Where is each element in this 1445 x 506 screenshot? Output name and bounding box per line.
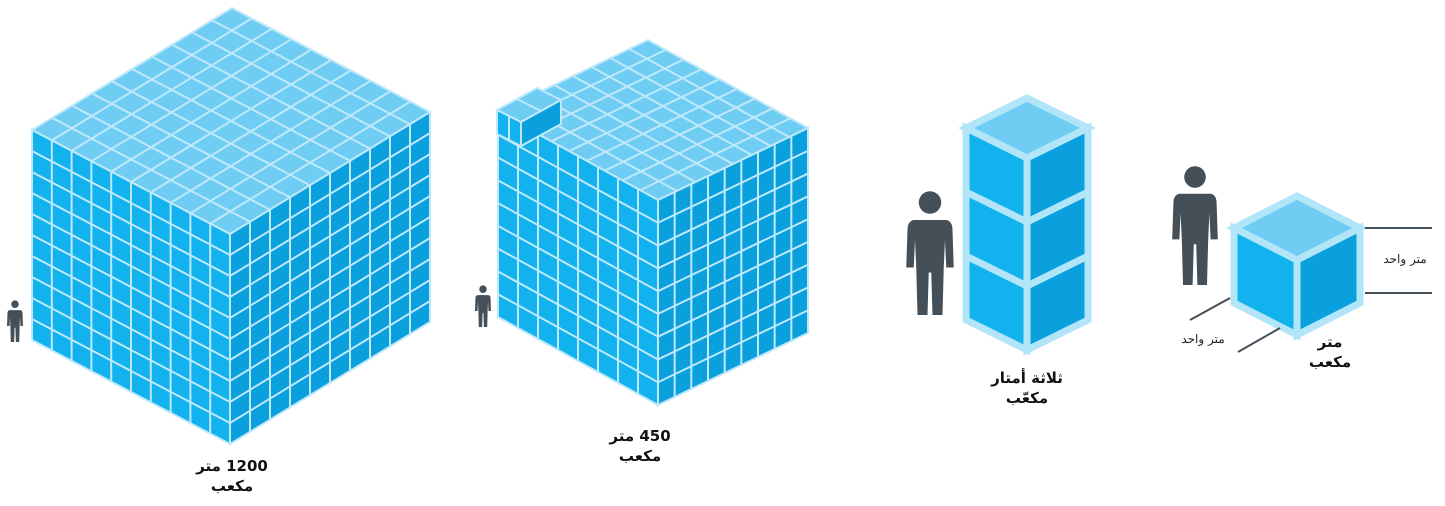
- grid-line: [229, 258, 431, 382]
- label: ثلاثة أمتار مكعّب: [927, 368, 1127, 408]
- cube-right: [520, 98, 562, 148]
- dimension-line: [1237, 327, 1281, 353]
- grid-line: [497, 156, 659, 247]
- grid-line: [90, 38, 292, 163]
- grid-line: [657, 309, 809, 384]
- grid-line: [229, 300, 431, 424]
- grid-line: [229, 132, 431, 256]
- grid-line: [497, 247, 659, 338]
- grid-line: [497, 179, 659, 270]
- grid-line: [189, 90, 391, 215]
- dimension-line: [1189, 297, 1231, 321]
- dimension-label: متر واحد: [1383, 252, 1427, 266]
- grid-line: [628, 48, 790, 138]
- grid-line: [31, 213, 231, 319]
- cube-right: [1023, 122, 1092, 356]
- grid-line: [110, 48, 312, 173]
- grid-line: [229, 237, 431, 361]
- grid-line: [31, 297, 231, 403]
- grid-line: [51, 17, 253, 142]
- dimension-label: متر واحد: [1181, 332, 1225, 346]
- grid-line: [497, 293, 659, 384]
- grid-line: [31, 171, 231, 277]
- label-line: 1200 متر: [196, 457, 268, 475]
- grid-line: [1025, 188, 1090, 226]
- grid-line: [150, 69, 352, 194]
- person-body: [1172, 193, 1218, 285]
- label-line: مكعب: [618, 447, 662, 465]
- label-line: مكعب: [1308, 353, 1352, 371]
- person-head: [479, 285, 487, 293]
- grid-line: [964, 188, 1029, 226]
- grid-line: [568, 78, 720, 153]
- grid-line: [604, 97, 756, 172]
- grid-line: [1025, 252, 1090, 290]
- shapes: [7, 6, 1368, 446]
- grid-line: [657, 218, 809, 293]
- grid-line: [553, 84, 715, 174]
- label-line: مكعب: [210, 477, 254, 495]
- person-body: [906, 220, 954, 315]
- grid-line: [497, 270, 659, 361]
- person-head: [1184, 166, 1206, 188]
- grid-line: [170, 79, 372, 204]
- grid-line: [516, 98, 542, 112]
- grid-line: [657, 240, 809, 315]
- grid-line: [71, 27, 273, 152]
- person-body: [475, 295, 491, 327]
- grid-line: [229, 195, 431, 319]
- grid-line: [31, 150, 231, 256]
- grid-line: [964, 252, 1029, 290]
- grid-line: [229, 279, 431, 403]
- label-line: مكعّب: [1005, 389, 1049, 407]
- grid-line: [657, 286, 809, 361]
- grid-line: [31, 255, 231, 361]
- label: 1200 متر مكعب: [132, 456, 332, 496]
- grid-line: [586, 87, 738, 162]
- grid-line: [229, 216, 431, 340]
- person-body: [7, 310, 23, 342]
- grid-line: [535, 93, 696, 183]
- grid-line: [497, 202, 659, 292]
- grid-line: [229, 153, 431, 277]
- grid-line: [657, 195, 809, 270]
- label-line: 450 متر: [609, 427, 671, 445]
- grid-line: [497, 133, 659, 224]
- grid-line: [130, 59, 332, 183]
- grid-line: [639, 117, 791, 192]
- cube-left: [962, 122, 1031, 356]
- label-line: متر: [1317, 333, 1343, 351]
- grid-line: [572, 75, 734, 165]
- grid-line: [622, 107, 773, 182]
- grid-line: [610, 57, 771, 147]
- grid-line: [31, 276, 231, 382]
- grid-line: [497, 225, 659, 315]
- grid-line: [31, 318, 231, 424]
- person-head: [918, 191, 942, 214]
- grid-line: [657, 149, 809, 224]
- grid-line: [591, 66, 753, 156]
- person-head: [11, 300, 19, 308]
- label: متر مكعب: [1230, 332, 1430, 372]
- grid-line: [31, 192, 231, 298]
- grid-line: [550, 68, 702, 143]
- grid-line: [209, 100, 411, 225]
- cube-right: [1293, 222, 1364, 341]
- grid-line: [657, 263, 809, 338]
- label: 450 متر مكعب: [540, 426, 740, 466]
- grid-line: [229, 174, 431, 298]
- grid-line: [657, 172, 809, 247]
- grid-line: [31, 234, 231, 340]
- label-line: ثلاثة أمتار: [991, 369, 1063, 387]
